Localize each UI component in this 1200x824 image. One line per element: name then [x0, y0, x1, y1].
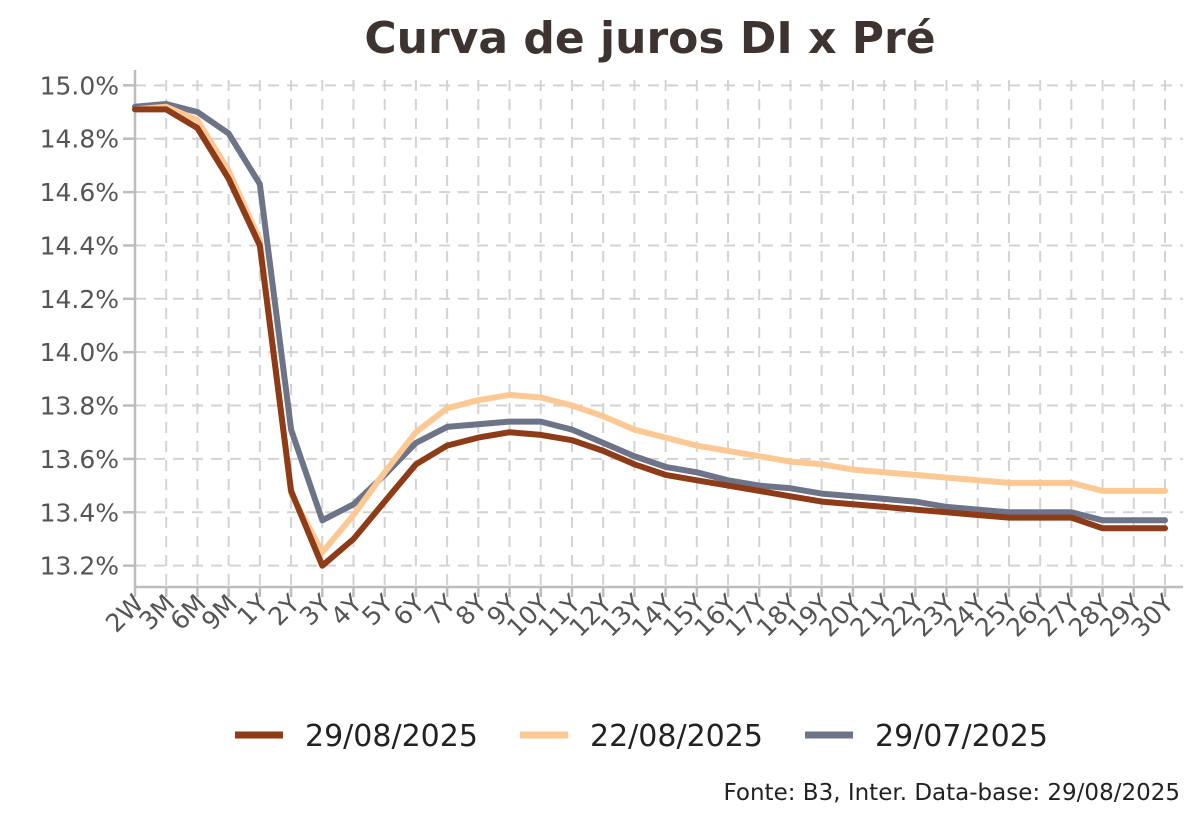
y-tick-label: 14.4%	[40, 231, 119, 260]
legend-label-1: 29/08/2025	[305, 719, 478, 754]
legend-label-2: 22/08/2025	[590, 719, 763, 754]
x-tick-labels: 2W3M6M9M1Y2Y3Y4Y5Y6Y7Y8Y9Y10Y11Y12Y13Y14…	[100, 588, 1180, 642]
series-layer	[132, 101, 1168, 569]
legend-label-3: 29/07/2025	[875, 719, 1048, 754]
y-tick-label: 13.6%	[40, 445, 119, 474]
y-tick-label: 14.8%	[40, 125, 119, 154]
legend: 29/08/2025 22/08/2025 29/07/2025	[235, 719, 1048, 754]
y-tick-label: 13.2%	[40, 552, 119, 581]
chart-title: Curva de juros DI x Pré	[364, 13, 935, 64]
y-tick-label: 14.6%	[40, 178, 119, 207]
axis-layer	[123, 70, 1183, 597]
y-tick-labels: 13.2% 13.4% 13.6% 13.8% 14.0% 14.2% 14.4% 14.6%…	[40, 71, 119, 580]
series-line-3	[132, 101, 1168, 524]
source-note: Fonte: B3, Inter. Data-base: 29/08/2025	[724, 780, 1181, 806]
y-tick-label: 13.8%	[40, 392, 119, 421]
y-tick-label: 15.0%	[40, 71, 119, 100]
series-line-1	[132, 106, 1168, 569]
y-tick-label: 14.0%	[40, 338, 119, 367]
y-tick-label: 13.4%	[40, 498, 119, 527]
y-tick-label: 14.2%	[40, 285, 119, 314]
